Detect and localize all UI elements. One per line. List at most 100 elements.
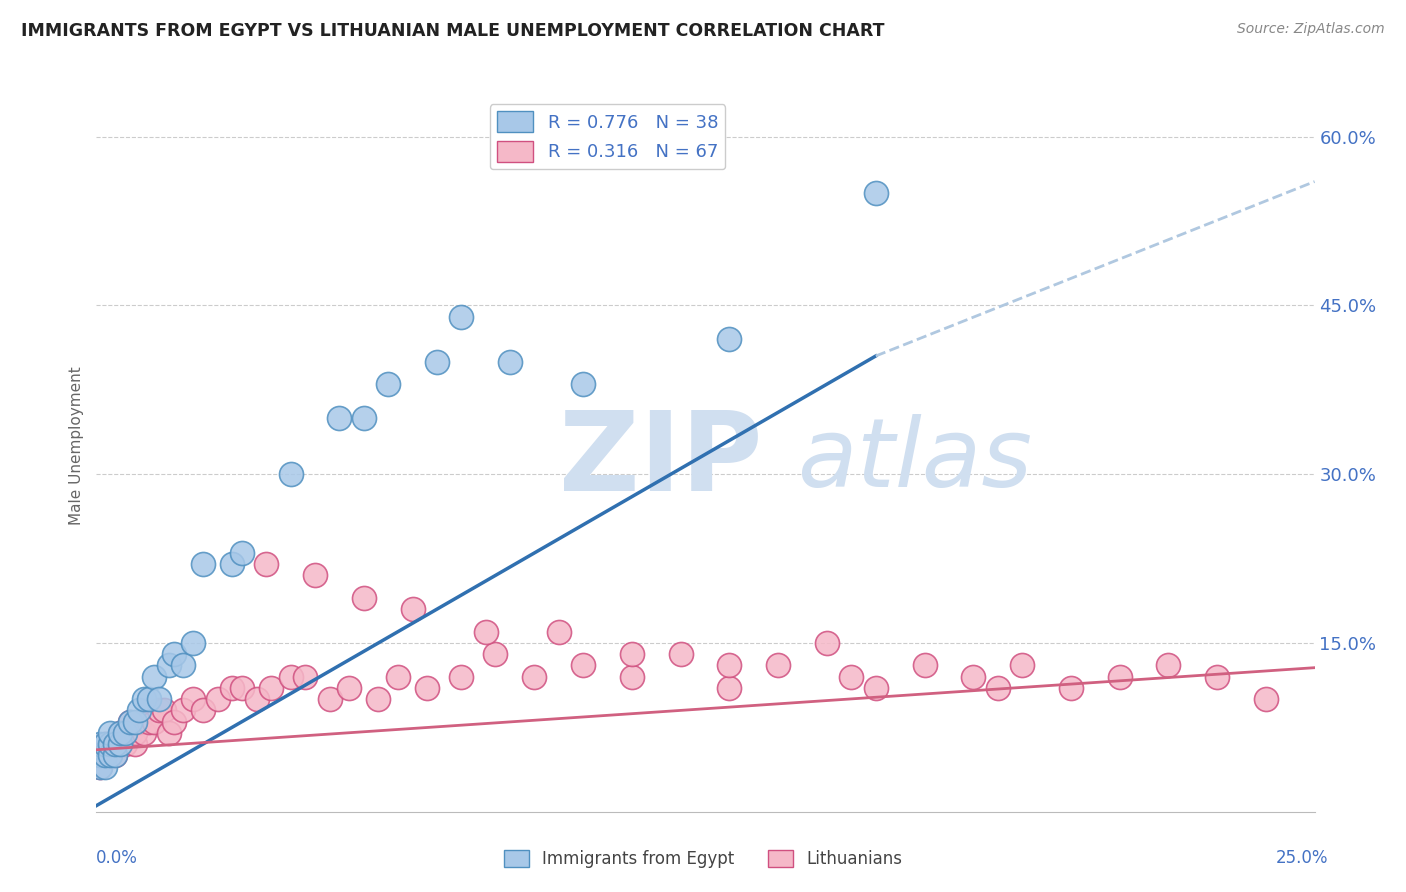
Point (484, 647, 506, 661)
Point (280, 670, 302, 684)
Point (89, 748, 111, 763)
Point (231, 681, 253, 695)
Point (962, 670, 984, 684)
Point (118, 726, 141, 740)
Point (114, 726, 136, 740)
Point (128, 714, 150, 729)
Point (89, 760, 111, 774)
Point (367, 692, 389, 706)
Legend: R = 0.776   N = 38, R = 0.316   N = 67: R = 0.776 N = 38, R = 0.316 N = 67 (489, 104, 725, 169)
Point (162, 714, 184, 729)
Point (387, 670, 409, 684)
Point (499, 354, 522, 368)
Point (134, 726, 156, 740)
Text: ZIP: ZIP (558, 407, 762, 514)
Point (104, 737, 127, 751)
Point (523, 670, 546, 684)
Point (138, 692, 160, 706)
Point (572, 377, 595, 392)
Point (172, 658, 194, 673)
Point (98, 748, 121, 763)
Point (294, 670, 316, 684)
Point (94, 748, 117, 763)
Point (118, 714, 141, 729)
Point (94, 737, 117, 751)
Point (114, 737, 136, 751)
Point (572, 658, 595, 673)
Point (104, 748, 127, 763)
Point (143, 670, 166, 684)
Point (157, 726, 180, 740)
Point (377, 377, 399, 392)
Point (353, 410, 375, 425)
Point (620, 670, 643, 684)
Point (162, 647, 184, 661)
Point (328, 410, 350, 425)
Point (718, 658, 741, 673)
Point (98, 726, 121, 740)
Point (134, 692, 156, 706)
Point (260, 681, 283, 695)
Text: atlas: atlas (797, 414, 1032, 508)
Point (450, 310, 472, 324)
Point (191, 703, 214, 717)
Point (221, 681, 243, 695)
Point (1206, 670, 1229, 684)
Point (1254, 692, 1277, 706)
Point (718, 332, 741, 346)
Point (254, 557, 277, 571)
Point (841, 670, 863, 684)
Point (450, 670, 472, 684)
Point (914, 658, 936, 673)
Point (416, 681, 439, 695)
Point (1060, 681, 1083, 695)
Legend: Immigrants from Egypt, Lithuanians: Immigrants from Egypt, Lithuanians (498, 843, 908, 875)
Point (304, 568, 326, 582)
Point (280, 467, 302, 482)
Point (153, 703, 176, 717)
Point (181, 692, 204, 706)
Point (94, 737, 117, 751)
Point (474, 624, 496, 639)
Point (865, 681, 887, 695)
Point (124, 737, 146, 751)
Point (207, 692, 229, 706)
Point (114, 726, 136, 740)
Point (148, 703, 170, 717)
Point (401, 602, 423, 616)
Point (547, 624, 569, 639)
Point (94, 748, 117, 763)
Point (1108, 670, 1130, 684)
Point (1157, 658, 1180, 673)
Point (98, 737, 121, 751)
Text: Source: ZipAtlas.com: Source: ZipAtlas.com (1237, 22, 1385, 37)
Point (89, 748, 111, 763)
Point (172, 703, 194, 717)
Point (124, 726, 146, 740)
Point (865, 186, 887, 200)
Point (89, 737, 111, 751)
Point (98, 748, 121, 763)
Y-axis label: Male Unemployment: Male Unemployment (69, 367, 84, 525)
Point (104, 737, 127, 751)
Point (89, 760, 111, 774)
Text: 0.0%: 0.0% (96, 849, 138, 867)
Point (231, 546, 253, 560)
Point (94, 760, 117, 774)
Point (815, 636, 838, 650)
Point (124, 714, 146, 729)
Point (337, 681, 360, 695)
Point (98, 737, 121, 751)
Point (181, 636, 204, 650)
Point (987, 681, 1010, 695)
Point (426, 354, 449, 368)
Point (718, 681, 741, 695)
Point (191, 557, 214, 571)
Text: IMMIGRANTS FROM EGYPT VS LITHUANIAN MALE UNEMPLOYMENT CORRELATION CHART: IMMIGRANTS FROM EGYPT VS LITHUANIAN MALE… (21, 22, 884, 40)
Point (104, 748, 127, 763)
Text: 25.0%: 25.0% (1277, 849, 1329, 867)
Point (1011, 658, 1033, 673)
Point (245, 692, 267, 706)
Point (108, 726, 131, 740)
Point (108, 737, 131, 751)
